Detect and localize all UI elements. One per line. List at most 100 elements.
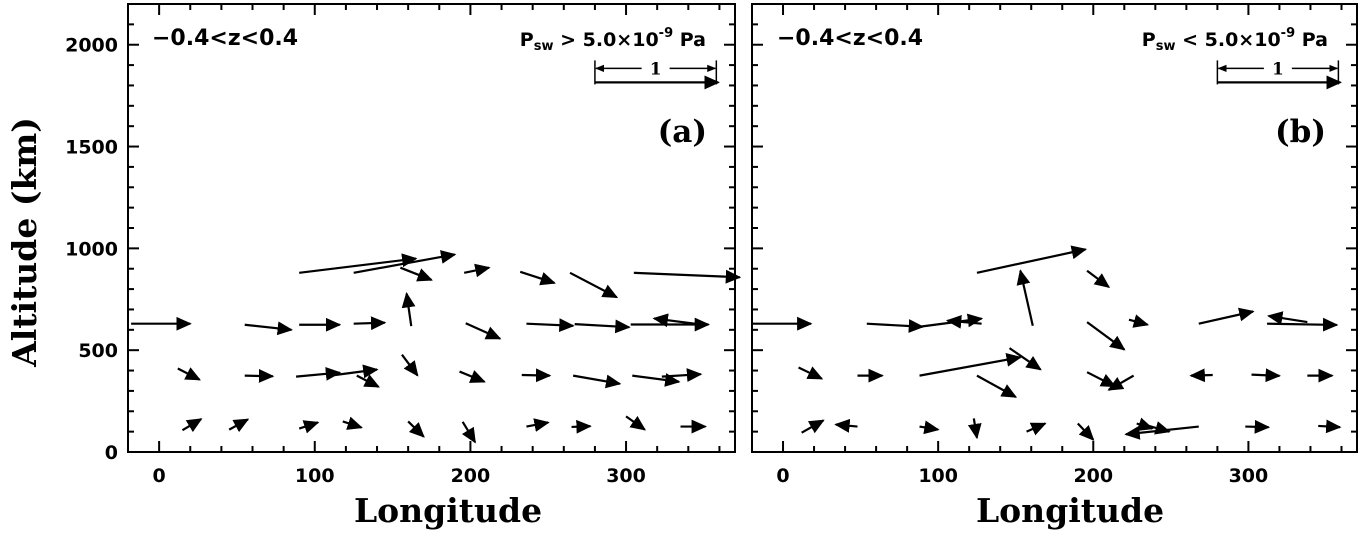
x-tick-label: 300: [606, 465, 646, 487]
pressure-unit: Pa: [1302, 29, 1328, 51]
velocity-arrow: [574, 319, 631, 334]
velocity-arrow: [353, 316, 387, 331]
velocity-arrow: [976, 374, 1018, 398]
velocity-arrow: [1107, 374, 1135, 391]
pressure-subscript: sw: [534, 39, 554, 54]
plot-frame: [751, 3, 1358, 453]
vector-field: [752, 245, 1342, 441]
z-range-label: −0.4<z<0.4: [152, 26, 298, 51]
y-tick-labels: 0 500 1000 1500 2000: [65, 35, 118, 464]
panel-b: 0 100 200 300 Longitude −0.4<z<0.4 Psw < 5.…: [751, 3, 1358, 530]
pressure-relation: > 5.0×10: [560, 29, 659, 51]
x-tick-label: 100: [295, 465, 335, 487]
velocity-arrow: [1267, 311, 1308, 325]
velocity-arrow: [632, 373, 681, 387]
x-tick-label: 100: [918, 465, 958, 487]
scale-label: 1: [650, 59, 662, 79]
velocity-arrow: [572, 374, 622, 389]
panel-a: 0 500 1000 1500 2000 0 100 200 300 Longitude −0…: [65, 3, 742, 530]
x-tick-labels: 0 100 200 300: [776, 465, 1268, 487]
pressure-condition-label: Psw > 5.0×10-9 Pa: [520, 26, 706, 54]
velocity-arrow: [625, 415, 646, 431]
velocity-arrow: [244, 321, 293, 336]
velocity-arrow: [1245, 419, 1271, 434]
velocity-arrow: [407, 420, 425, 438]
y-tick-label: 1500: [65, 137, 118, 159]
velocity-arrow: [652, 313, 701, 328]
x-axis-title: Longitude: [976, 491, 1164, 530]
velocity-arrow: [1076, 422, 1095, 441]
velocity-arrow: [465, 322, 502, 340]
pressure-symbol: P: [1142, 29, 1156, 51]
velocity-arrow: [461, 421, 477, 444]
velocity-arrow: [330, 364, 379, 379]
velocity-arrow: [459, 370, 486, 383]
vector-field: [131, 250, 742, 444]
velocity-arrow: [967, 418, 982, 440]
velocity-arrow: [353, 250, 457, 274]
panel-letter: (a): [658, 114, 707, 150]
velocity-arrow: [976, 245, 1088, 274]
velocity-arrow: [661, 368, 703, 382]
velocity-arrow: [1318, 419, 1342, 434]
velocity-arrow: [181, 418, 203, 433]
velocity-arrow: [633, 269, 742, 284]
velocity-arrow: [295, 366, 342, 381]
y-tick-label: 1000: [65, 238, 118, 260]
velocity-arrow: [1189, 368, 1213, 383]
z-range-label: −0.4<z<0.4: [777, 26, 923, 51]
velocity-arrow: [798, 366, 824, 380]
reference-vector: 1: [594, 59, 720, 90]
velocity-arrow: [801, 419, 825, 434]
velocity-arrow: [1251, 368, 1281, 383]
velocity-arrow: [1026, 422, 1047, 436]
velocity-arrow: [526, 418, 550, 432]
velocity-arrow: [945, 314, 982, 329]
velocity-arrow: [519, 270, 556, 286]
scale-label: 1: [1272, 59, 1284, 79]
velocity-arrow: [399, 266, 433, 282]
velocity-arrow: [1147, 421, 1171, 435]
y-tick-label: 500: [78, 340, 118, 362]
plot-frame: [127, 3, 736, 453]
velocity-arrow: [1086, 371, 1117, 388]
velocity-arrow: [342, 416, 363, 430]
velocity-arrow: [866, 319, 925, 333]
pressure-subscript: sw: [1156, 39, 1176, 54]
velocity-arrow: [299, 253, 418, 274]
velocity-arrow: [1016, 269, 1034, 326]
velocity-arrow: [1128, 314, 1150, 328]
velocity-arrow: [1086, 269, 1111, 288]
pressure-exponent: -9: [1281, 26, 1295, 41]
velocity-arrow: [834, 418, 858, 433]
panel-letter: (b): [1275, 114, 1326, 150]
velocity-arrow: [919, 420, 940, 435]
pressure-condition-label: Psw < 5.0×10-9 Pa: [1142, 26, 1328, 54]
velocity-arrow: [1267, 317, 1339, 332]
velocity-arrow: [526, 318, 575, 333]
pressure-symbol: P: [520, 29, 534, 51]
velocity-arrow: [919, 352, 1022, 377]
x-axis-title: Longitude: [354, 491, 542, 530]
velocity-arrow: [569, 271, 619, 299]
velocity-arrow: [228, 418, 250, 433]
velocity-arrow: [1198, 307, 1255, 325]
velocity-arrow: [401, 292, 416, 327]
x-tick-labels: 0 100 200 300: [153, 465, 646, 487]
y-tick-label: 0: [105, 442, 118, 464]
x-tick-label: 200: [451, 465, 491, 487]
velocity-arrow: [401, 354, 419, 377]
velocity-arrow: [177, 367, 201, 381]
velocity-arrow: [298, 420, 320, 434]
velocity-arrow: [571, 419, 592, 434]
x-tick-label: 300: [1229, 465, 1269, 487]
velocity-arrow: [244, 369, 275, 383]
reference-vector: 1: [1216, 59, 1342, 90]
y-axis-title: Altitude (km): [5, 117, 44, 368]
x-tick-label: 0: [776, 465, 789, 487]
tick-marks: [128, 3, 735, 453]
pressure-unit: Pa: [680, 29, 706, 51]
velocity-arrow: [521, 368, 552, 383]
velocity-arrow: [1086, 321, 1126, 351]
